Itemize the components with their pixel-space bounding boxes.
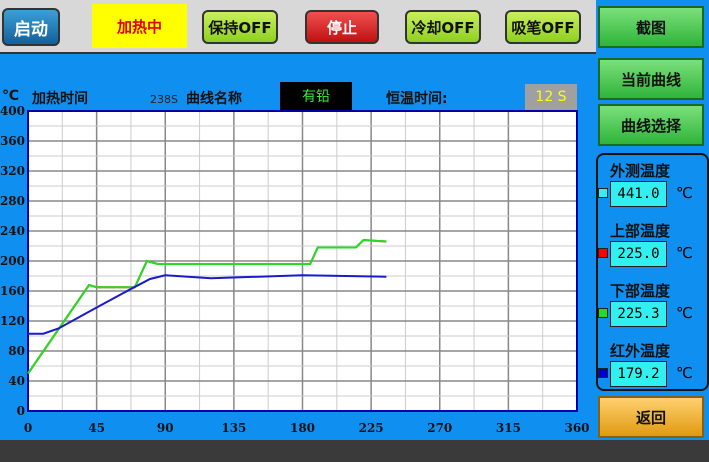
- toolbar: 启动 加热中 保持OFF 停止 冷却OFF 吸笔OFF: [0, 0, 596, 52]
- y-tick-label: 80: [8, 344, 25, 358]
- y-tick-label: 0: [17, 404, 25, 418]
- y-tick-label: 320: [0, 164, 25, 178]
- x-tick-label: 360: [564, 421, 589, 435]
- cool-button[interactable]: 冷却OFF: [405, 10, 481, 44]
- color-swatch: [598, 188, 608, 198]
- hold-time-label: 恒温时间:: [386, 91, 448, 107]
- x-tick-label: 180: [290, 421, 315, 435]
- temp-value: 225.3: [610, 301, 667, 327]
- temp-value: 441.0: [610, 181, 667, 207]
- hold-button[interactable]: 保持OFF: [202, 10, 278, 44]
- y-tick-label: 40: [8, 374, 25, 388]
- plot-border: [27, 110, 578, 412]
- temperature-panel: [596, 153, 709, 391]
- curve-name-label: 曲线名称: [186, 91, 242, 107]
- curve-select-button[interactable]: 曲线选择: [598, 104, 704, 146]
- x-tick-label: 0: [24, 421, 32, 435]
- temp-value: 225.0: [610, 241, 667, 267]
- y-tick-label: 240: [0, 224, 25, 238]
- back-button[interactable]: 返回: [598, 396, 704, 438]
- stop-button[interactable]: 停止: [305, 10, 379, 44]
- heating-status: 加热中: [92, 4, 187, 48]
- x-tick-label: 135: [221, 421, 246, 435]
- start-button[interactable]: 启动: [2, 8, 60, 46]
- series-line-2: [28, 274, 387, 335]
- temp-label: 外测温度: [610, 162, 671, 180]
- temp-unit: ℃: [676, 184, 693, 202]
- x-tick-label: 270: [427, 421, 452, 435]
- hold-time-value: 12 S: [525, 84, 577, 110]
- temp-label: 上部温度: [610, 222, 671, 240]
- heat-time-value: 238S: [150, 93, 178, 106]
- temp-label: 红外温度: [610, 342, 671, 360]
- temperature-chart: 0 45 90 135 180 225 270 315 360 0 40 80 120 160 200 240…: [0, 104, 590, 435]
- unit-label: ℃: [2, 88, 19, 104]
- x-tick-label: 225: [359, 421, 384, 435]
- y-tick-label: 360: [0, 134, 25, 148]
- temp-unit: ℃: [676, 364, 693, 382]
- y-tick-label: 280: [0, 194, 25, 208]
- bottom-bar: [0, 440, 709, 462]
- temp-unit: ℃: [676, 244, 693, 262]
- y-tick-label: 120: [0, 314, 25, 328]
- x-tick-label: 45: [88, 421, 105, 435]
- color-swatch: [598, 308, 608, 318]
- y-tick-label: 400: [0, 104, 25, 118]
- x-tick-label: 90: [157, 421, 174, 435]
- color-swatch: [598, 368, 608, 378]
- curve-name-value: 有铅: [280, 82, 352, 110]
- heat-time-label: 加热时间: [32, 91, 88, 107]
- current-curve-button[interactable]: 当前曲线: [598, 58, 704, 100]
- screenshot-button[interactable]: 截图: [598, 6, 704, 48]
- series-line-1: [27, 238, 387, 375]
- color-swatch: [598, 248, 608, 258]
- suction-button[interactable]: 吸笔OFF: [505, 10, 581, 44]
- x-tick-label: 315: [496, 421, 521, 435]
- y-tick-label: 200: [0, 254, 25, 268]
- temp-unit: ℃: [676, 304, 693, 322]
- y-tick-label: 160: [0, 284, 25, 298]
- temp-label: 下部温度: [610, 282, 671, 300]
- temp-value: 179.2: [610, 361, 667, 387]
